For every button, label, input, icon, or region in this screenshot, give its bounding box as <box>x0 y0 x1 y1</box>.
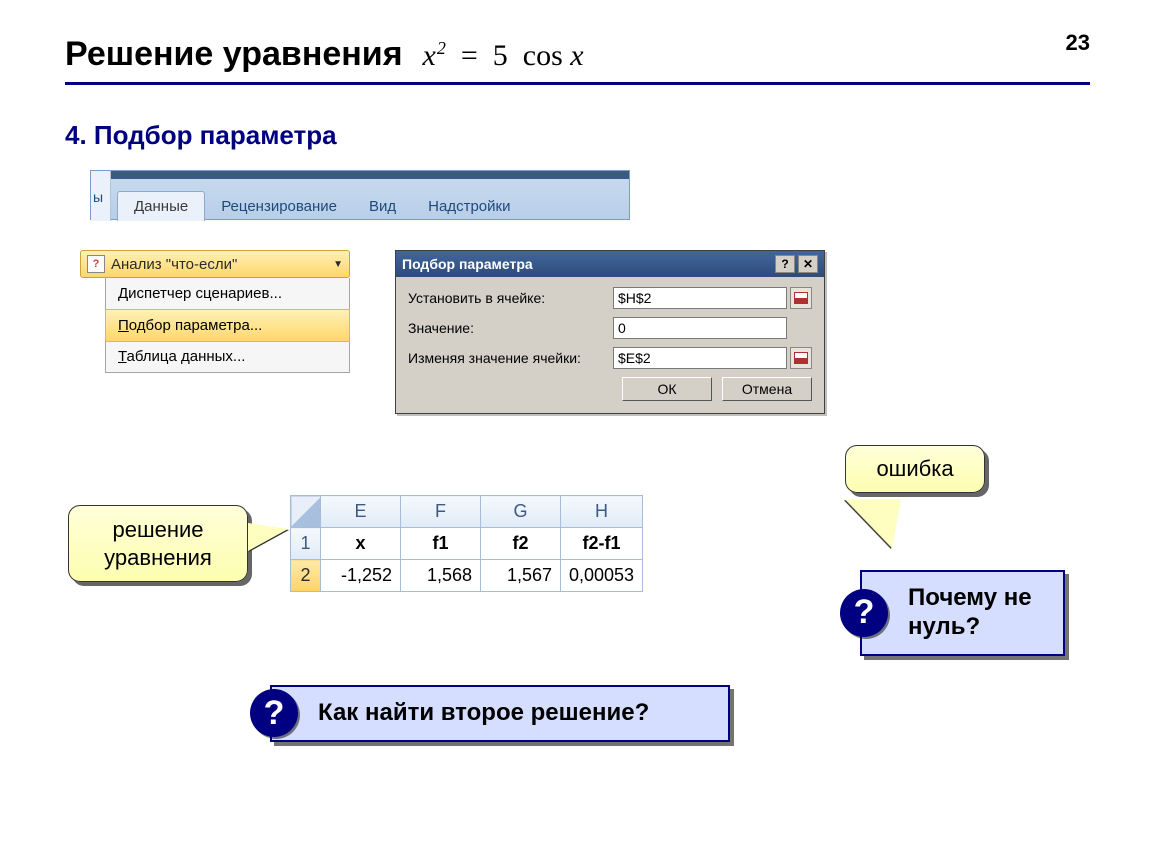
equation: x2 = 5 cos x <box>423 38 584 73</box>
ribbon-titlebar-fragment <box>91 171 629 179</box>
input-changing-cell[interactable]: $E$2 <box>613 347 787 369</box>
cell-e2[interactable]: -1,252 <box>321 560 401 592</box>
eq-rhs-func: cos <box>515 39 570 72</box>
spreadsheet-fragment: E F G H 1 x f1 f2 f2-f1 2 -1,252 1,568 1… <box>290 495 643 592</box>
ribbon-tabs: Данные Рецензирование Вид Надстройки <box>91 179 526 221</box>
eq-lhs-exp: 2 <box>437 38 446 58</box>
table-row: 2 -1,252 1,568 1,567 0,00053 <box>291 560 643 592</box>
dropdown-arrow-icon: ▼ <box>333 259 343 270</box>
question-text: Почему не нуль? <box>908 584 1032 640</box>
section-subtitle: 4. Подбор параметра <box>65 120 337 151</box>
col-header-e[interactable]: E <box>321 496 401 528</box>
callout-error-tail <box>838 490 901 549</box>
cancel-button[interactable]: Отмена <box>722 377 812 401</box>
row-header-1[interactable]: 1 <box>291 528 321 560</box>
label-to-value: Значение: <box>408 320 613 336</box>
question-why-not-zero: ? Почему не нуль? <box>860 570 1065 656</box>
ref-select-button[interactable] <box>790 287 812 309</box>
row-to-value: Значение: 0 <box>408 317 812 339</box>
whatif-button[interactable]: ? Анализ "что-если" ▼ <box>80 250 350 278</box>
select-all-corner[interactable] <box>291 496 321 528</box>
ok-button[interactable]: ОК <box>622 377 712 401</box>
question-mark-icon: ? <box>840 589 888 637</box>
close-button[interactable]: ✕ <box>798 255 818 273</box>
row-set-cell: Установить в ячейке: $H$2 <box>408 287 812 309</box>
table-row: 1 x f1 f2 f2-f1 <box>291 528 643 560</box>
cell-g2[interactable]: 1,567 <box>481 560 561 592</box>
dialog-titlebar: Подбор параметра ? ✕ <box>396 251 824 277</box>
question-text: Как найти второе решение? <box>318 699 649 726</box>
ribbon-tab-data[interactable]: Данные <box>117 191 205 221</box>
cell-f1[interactable]: f1 <box>401 528 481 560</box>
page-title: Решение уравнения <box>65 35 403 74</box>
callout-solution: решение уравнения <box>68 505 248 582</box>
callout-solution-tail <box>248 523 288 551</box>
label-changing-cell: Изменяя значение ячейки: <box>408 350 613 366</box>
ref-select-button-2[interactable] <box>790 347 812 369</box>
ribbon-tab-addins[interactable]: Надстройки <box>412 192 526 221</box>
menu-goal-seek[interactable]: Подбор параметра... <box>105 309 350 342</box>
row-header-2[interactable]: 2 <box>291 560 321 592</box>
question-mark-icon: ? <box>250 689 298 737</box>
eq-rhs-coef: 5 <box>493 39 508 72</box>
input-set-cell[interactable]: $H$2 <box>613 287 787 309</box>
help-button[interactable]: ? <box>775 255 795 273</box>
menu-data-table[interactable]: Таблица данных... <box>106 341 349 372</box>
menu-scenario-manager[interactable]: Диспетчер сценариев... <box>106 278 349 310</box>
col-header-h[interactable]: H <box>561 496 643 528</box>
whatif-menu: Диспетчер сценариев... Подбор параметра.… <box>105 278 350 373</box>
cell-g1[interactable]: f2 <box>481 528 561 560</box>
dialog-title: Подбор параметра <box>402 256 772 272</box>
cell-h2[interactable]: 0,00053 <box>561 560 643 592</box>
eq-rhs-var: x <box>570 39 583 72</box>
row-changing-cell: Изменяя значение ячейки: $E$2 <box>408 347 812 369</box>
goal-seek-dialog: Подбор параметра ? ✕ Установить в ячейке… <box>395 250 825 414</box>
eq-lhs-var: x <box>423 39 436 72</box>
input-to-value[interactable]: 0 <box>613 317 787 339</box>
label-set-cell: Установить в ячейке: <box>408 290 613 306</box>
whatif-icon: ? <box>87 255 105 273</box>
whatif-analysis-group: ? Анализ "что-если" ▼ Диспетчер сценарие… <box>80 250 350 373</box>
cell-f2[interactable]: 1,568 <box>401 560 481 592</box>
excel-ribbon: ы Данные Рецензирование Вид Надстройки <box>90 170 630 220</box>
cell-h1[interactable]: f2-f1 <box>561 528 643 560</box>
dialog-buttons: ОК Отмена <box>408 377 812 401</box>
cell-e1[interactable]: x <box>321 528 401 560</box>
title-row: Решение уравнения x2 = 5 cos x <box>65 35 1090 85</box>
ref-icon <box>794 352 808 364</box>
question-second-solution: ? Как найти второе решение? <box>270 685 730 742</box>
eq-equals: = <box>453 39 485 72</box>
ribbon-tab-view[interactable]: Вид <box>353 192 412 221</box>
col-header-g[interactable]: G <box>481 496 561 528</box>
col-header-f[interactable]: F <box>401 496 481 528</box>
dialog-body: Установить в ячейке: $H$2 Значение: 0 Из… <box>396 277 824 413</box>
ref-icon <box>794 292 808 304</box>
whatif-button-label: Анализ "что-если" <box>111 256 237 273</box>
ribbon-tab-review[interactable]: Рецензирование <box>205 192 353 221</box>
callout-error: ошибка <box>845 445 985 493</box>
